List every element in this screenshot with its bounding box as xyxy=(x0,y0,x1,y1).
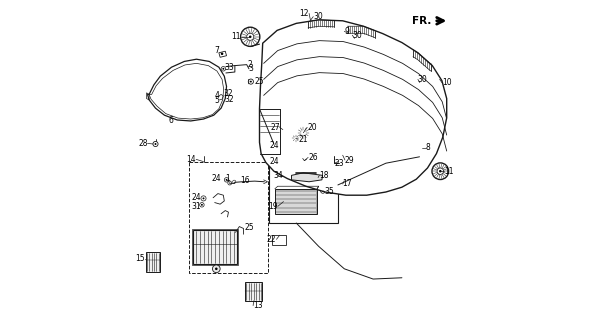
Circle shape xyxy=(250,81,252,83)
Bar xyxy=(340,153,347,158)
Text: 6: 6 xyxy=(168,116,173,124)
Text: 29: 29 xyxy=(345,156,355,164)
Text: 12: 12 xyxy=(300,9,309,18)
Text: 14: 14 xyxy=(186,155,196,164)
Circle shape xyxy=(422,147,423,149)
Text: 10: 10 xyxy=(442,78,452,87)
Bar xyxy=(245,282,262,301)
Circle shape xyxy=(249,36,252,38)
Text: 27: 27 xyxy=(270,123,280,132)
Text: 15: 15 xyxy=(135,254,146,263)
Text: 9: 9 xyxy=(344,27,349,36)
Text: 24: 24 xyxy=(269,141,279,150)
Text: 30: 30 xyxy=(313,12,323,21)
Text: 30: 30 xyxy=(352,31,362,40)
Text: 21: 21 xyxy=(298,135,308,144)
Circle shape xyxy=(420,126,432,138)
Circle shape xyxy=(439,170,441,172)
Bar xyxy=(189,162,268,273)
Text: 13: 13 xyxy=(253,301,263,310)
Polygon shape xyxy=(149,63,223,119)
Polygon shape xyxy=(259,20,447,195)
Circle shape xyxy=(295,137,297,139)
Circle shape xyxy=(422,139,429,146)
Text: 18: 18 xyxy=(319,171,329,180)
Polygon shape xyxy=(292,173,322,182)
Text: 33: 33 xyxy=(224,63,234,72)
Bar xyxy=(275,189,317,214)
Text: 23: 23 xyxy=(335,159,344,168)
Circle shape xyxy=(213,265,220,273)
Bar xyxy=(193,230,237,264)
Circle shape xyxy=(229,182,231,184)
Text: 34: 34 xyxy=(273,171,283,180)
Text: 28: 28 xyxy=(138,139,147,148)
Text: 25: 25 xyxy=(244,223,254,232)
Polygon shape xyxy=(147,59,226,121)
Bar xyxy=(146,252,161,272)
Text: 1: 1 xyxy=(225,174,230,183)
Circle shape xyxy=(279,146,280,148)
Text: 17: 17 xyxy=(343,180,352,188)
Circle shape xyxy=(215,268,217,270)
Circle shape xyxy=(302,132,305,134)
Text: 26: 26 xyxy=(308,153,317,162)
Text: 19: 19 xyxy=(268,202,278,211)
Text: 22: 22 xyxy=(267,235,277,244)
Text: 5: 5 xyxy=(214,96,219,105)
Text: 8: 8 xyxy=(426,143,431,152)
Text: 24: 24 xyxy=(269,157,279,166)
Bar xyxy=(273,235,286,245)
Circle shape xyxy=(222,97,223,98)
Text: 7: 7 xyxy=(214,46,219,55)
Circle shape xyxy=(222,68,224,70)
Text: 24: 24 xyxy=(191,193,201,202)
Bar xyxy=(269,120,338,223)
Text: FR.: FR. xyxy=(412,16,431,26)
Text: 31: 31 xyxy=(191,202,201,211)
Bar xyxy=(418,122,435,147)
Text: 32: 32 xyxy=(223,89,233,98)
Text: 32: 32 xyxy=(224,95,234,104)
Circle shape xyxy=(282,173,284,175)
Circle shape xyxy=(201,204,203,206)
Text: 24: 24 xyxy=(211,174,221,183)
Circle shape xyxy=(221,52,223,55)
Text: 20: 20 xyxy=(307,123,317,132)
Text: 2: 2 xyxy=(247,60,252,68)
Circle shape xyxy=(303,160,305,162)
Bar xyxy=(192,229,238,265)
Text: 3: 3 xyxy=(249,64,253,73)
Circle shape xyxy=(226,179,228,181)
Text: 16: 16 xyxy=(241,176,250,185)
Circle shape xyxy=(221,92,222,93)
Text: 11: 11 xyxy=(444,167,453,176)
Circle shape xyxy=(283,168,286,171)
Circle shape xyxy=(202,197,204,199)
Text: 35: 35 xyxy=(325,187,334,196)
Circle shape xyxy=(282,129,284,131)
Text: 4: 4 xyxy=(214,91,219,100)
Circle shape xyxy=(322,190,324,192)
Text: 25: 25 xyxy=(254,77,264,86)
Text: 30: 30 xyxy=(418,75,428,84)
Circle shape xyxy=(155,143,156,145)
Text: 11: 11 xyxy=(231,32,241,41)
